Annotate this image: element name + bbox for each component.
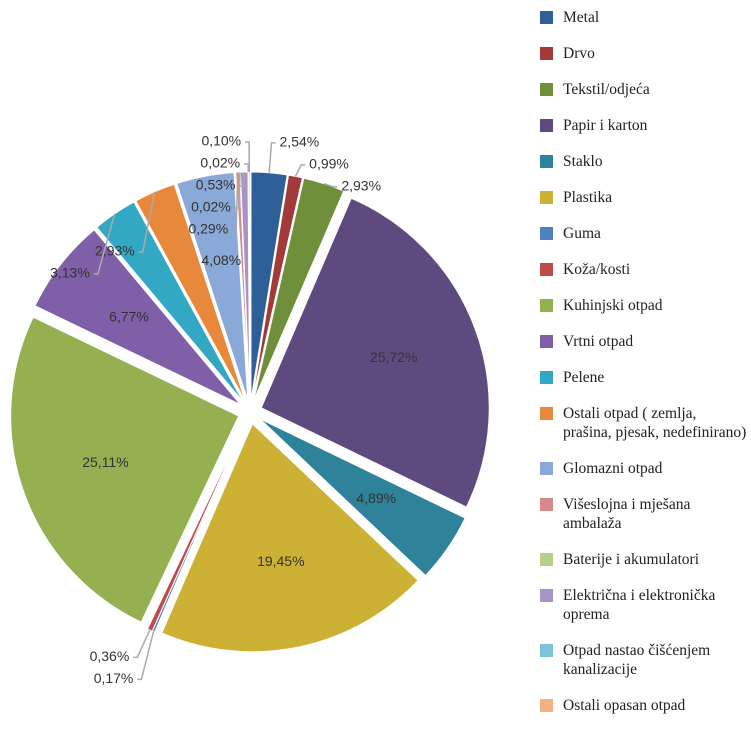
data-label: 0,53% (196, 177, 236, 193)
legend-label: Guma (563, 225, 601, 242)
data-label: 6,77% (109, 309, 149, 325)
pie-slice (10, 316, 240, 623)
legend-swatch (540, 119, 553, 132)
legend-swatch (540, 47, 553, 60)
legend-label: Električna i elektronička oprema (563, 587, 716, 623)
leader-line (138, 191, 156, 253)
data-label: 25,72% (370, 349, 417, 365)
legend-item: Pelene (540, 368, 748, 387)
leader-line (244, 163, 250, 173)
leader-line (239, 172, 245, 187)
leader-line (268, 142, 276, 173)
legend-item: Papir i karton (540, 116, 748, 135)
pie-slice (34, 229, 241, 406)
pie-slice (259, 418, 466, 577)
legend-swatch (540, 335, 553, 348)
legend-swatch (540, 589, 553, 602)
legend-swatch (540, 227, 553, 240)
legend-swatch (540, 155, 553, 168)
legend-label: Drvo (563, 45, 595, 62)
legend-item: Guma (540, 224, 748, 243)
pie-slice (161, 422, 419, 653)
data-label: 0,17% (94, 670, 134, 686)
legend-item: Drvo (540, 44, 748, 63)
data-label: 4,89% (356, 490, 396, 506)
legend-swatch (540, 553, 553, 566)
data-label: 19,45% (257, 553, 304, 569)
leader-line (93, 213, 116, 275)
data-label: 0,02% (200, 155, 240, 171)
legend-item: Baterije i akumulatori (540, 550, 748, 569)
legend-label: Ostali opasan otpad (563, 697, 686, 714)
legend-label: Staklo (563, 153, 603, 170)
legend-item: Višeslojna i mješana ambalaža (540, 495, 748, 533)
legend-swatch (540, 644, 553, 657)
legend-label: Metal (563, 9, 600, 26)
legend-swatch (540, 699, 553, 712)
legend-label: Papir i karton (563, 117, 648, 134)
legend-item: Električna i elektronička oprema (540, 586, 748, 624)
legend-swatch (540, 498, 553, 511)
pie-slice (260, 197, 490, 508)
legend-item: Glomazni otpad (540, 459, 748, 478)
legend-swatch (540, 263, 553, 276)
leader-line (245, 141, 250, 173)
legend-item: Kuhinjski otpad (540, 296, 748, 315)
legend-label: Glomazni otpad (563, 460, 663, 477)
legend-label: Baterije i akumulatori (563, 551, 700, 568)
legend-label: Ostali otpad ( zemlja, prašina, pjesak, … (563, 405, 747, 441)
data-label: 0,10% (201, 133, 241, 149)
legend-swatch (540, 83, 553, 96)
leader-line (133, 629, 151, 659)
legend-swatch (540, 191, 553, 204)
legend-item: Ostali opasan otpad (540, 696, 748, 715)
legend-label: Vrtni otpad (563, 333, 634, 350)
chart: 25,72% 4,89% 19,45% 25,11% 6,77% 4,08% 2,54% 0,… (10, 133, 490, 686)
legend-label: Višeslojna i mješana ambalaža (563, 496, 691, 532)
legend-label: Otpad nastao čišćenjem kanalizacije (563, 642, 711, 678)
legend-item: Otpad nastao čišćenjem kanalizacije (540, 641, 748, 679)
pie-slice (248, 171, 251, 401)
data-label: 2,93% (341, 178, 381, 194)
legend-item: Staklo (540, 152, 748, 171)
data-label: 0,99% (309, 156, 349, 172)
legend-item: Koža/kosti (540, 260, 748, 279)
data-label: 0,02% (191, 199, 231, 215)
legend-label: Tekstil/odjeća (563, 81, 650, 98)
data-label: 2,93% (95, 243, 135, 259)
data-label: 3,13% (50, 265, 90, 281)
leader-line (294, 164, 306, 177)
legend-item: Plastika (540, 188, 748, 207)
legend-swatch (540, 462, 553, 475)
legend-label: Koža/kosti (563, 261, 631, 278)
data-label: 0,29% (188, 221, 228, 237)
pie-slice (176, 172, 249, 401)
legend: Metal Drvo Tekstil/odjeća Papir i karton Sta… (540, 8, 748, 732)
legend-swatch (540, 299, 553, 312)
leader-line (232, 172, 239, 231)
leader-line (137, 631, 155, 681)
data-label: 0,36% (90, 648, 130, 664)
legend-swatch (540, 371, 553, 384)
legend-label: Kuhinjski otpad (563, 297, 663, 314)
legend-item: Tekstil/odjeća (540, 80, 748, 99)
legend-label: Pelene (563, 369, 605, 386)
legend-swatch (540, 407, 553, 420)
legend-swatch (540, 11, 553, 24)
leader-line (323, 183, 338, 188)
data-label: 4,08% (201, 252, 241, 268)
data-label: 25,11% (82, 454, 128, 470)
legend-label: Plastika (563, 189, 613, 206)
legend-item: Ostali otpad ( zemlja, prašina, pjesak, … (540, 404, 748, 442)
data-label: 2,54% (280, 134, 320, 150)
legend-item: Vrtni otpad (540, 332, 748, 351)
legend-item: Metal (540, 8, 748, 27)
pie-slice (250, 171, 288, 401)
